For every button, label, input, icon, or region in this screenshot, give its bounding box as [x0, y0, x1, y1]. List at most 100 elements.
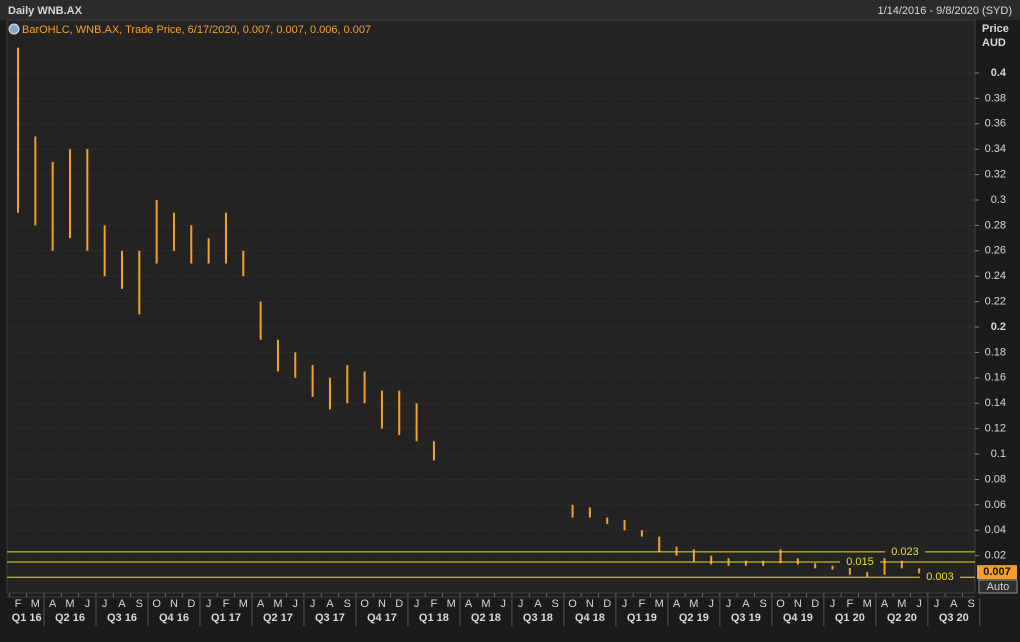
x-tick-label: F: [639, 598, 646, 610]
x-tick-label: A: [950, 598, 958, 610]
y-tick-label: 0.04: [985, 524, 1006, 536]
auto-button[interactable]: [978, 579, 1018, 594]
y-tick-label: 0.22: [985, 296, 1006, 308]
x-tick-label: D: [395, 598, 403, 610]
x-tick-label: J: [414, 598, 420, 610]
x-tick-label: F: [223, 598, 230, 610]
x-tick-label: J: [830, 598, 836, 610]
x-tick-label: J: [102, 598, 108, 610]
x-tick-label: J: [726, 598, 732, 610]
plot-area: [6, 19, 976, 594]
quarter-label: Q3 17: [315, 612, 345, 624]
y-tick-label: 0.36: [985, 118, 1006, 130]
x-tick-label: A: [326, 598, 334, 610]
y-tick-label: 0.3: [991, 194, 1006, 206]
x-tick-label: A: [534, 598, 542, 610]
x-tick-label: D: [811, 598, 819, 610]
x-tick-label: A: [673, 598, 681, 610]
x-tick-label: J: [916, 598, 922, 610]
x-tick-label: J: [518, 598, 524, 610]
quarter-label: Q1 20: [835, 612, 865, 624]
x-tick-label: A: [742, 598, 750, 610]
y-tick-label: 0.08: [985, 473, 1006, 485]
x-tick-label: O: [776, 598, 785, 610]
x-tick-label: J: [622, 598, 628, 610]
x-tick-label: O: [568, 598, 577, 610]
x-tick-label: J: [206, 598, 212, 610]
y-tick-label: 0.28: [985, 219, 1006, 231]
header-range: 1/14/2016 - 9/8/2020 (SYD): [877, 5, 1012, 17]
y-tick-label: 0.16: [985, 372, 1006, 384]
last-price-box: [977, 565, 1017, 580]
quarter-label: Q4 19: [783, 612, 813, 624]
y-tick-label: 0.34: [985, 143, 1006, 155]
x-tick-label: O: [152, 598, 161, 610]
y-tick-label: 0.14: [985, 397, 1006, 409]
x-tick-label: M: [655, 598, 664, 610]
x-tick-label: S: [344, 598, 351, 610]
header-bar: [0, 0, 1020, 20]
header-title: Daily WNB.AX: [8, 5, 83, 17]
x-tick-label: M: [65, 598, 74, 610]
x-tick-label: S: [760, 598, 767, 610]
quarter-label: Q2 19: [679, 612, 709, 624]
x-tick-label: D: [603, 598, 611, 610]
y-tick-label: 0.12: [985, 423, 1006, 435]
quarter-label: Q1 16: [12, 612, 42, 624]
x-tick-label: M: [273, 598, 282, 610]
x-tick-label: J: [500, 598, 506, 610]
x-tick-label: M: [239, 598, 248, 610]
x-tick-label: J: [85, 598, 91, 610]
x-tick-label: F: [431, 598, 438, 610]
legend-icon[interactable]: [8, 23, 20, 35]
x-tick-label: O: [360, 598, 369, 610]
y-label: Price: [982, 23, 1009, 35]
x-tick-label: M: [897, 598, 906, 610]
quarter-label: Q2 20: [887, 612, 917, 624]
quarter-label: Q3 18: [523, 612, 553, 624]
last-price-label: 0.007: [983, 566, 1011, 578]
x-tick-label: J: [310, 598, 316, 610]
quarter-label: Q3 16: [107, 612, 137, 624]
quarter-label: Q1 19: [627, 612, 657, 624]
quarter-label: Q4 17: [367, 612, 397, 624]
horizontal-line-label: 0.003: [926, 571, 954, 583]
quarter-label: Q2 18: [471, 612, 501, 624]
quarter-label: Q4 18: [575, 612, 605, 624]
x-tick-label: S: [552, 598, 559, 610]
horizontal-line-label-bg: [920, 571, 960, 584]
x-tick-label: A: [49, 598, 57, 610]
x-tick-label: N: [378, 598, 386, 610]
x-tick-label: J: [934, 598, 940, 610]
y-tick-label: 0.26: [985, 245, 1006, 257]
x-tick-label: S: [136, 598, 143, 610]
y-tick-label: 0.38: [985, 92, 1006, 104]
x-tick-label: S: [967, 598, 974, 610]
x-tick-label: A: [257, 598, 265, 610]
x-tick-label: M: [689, 598, 698, 610]
y-tick-label: 0.02: [985, 550, 1006, 562]
y-tick-label: 0.2: [991, 321, 1006, 333]
horizontal-line-label-bg: [885, 545, 925, 558]
y-tick-label: 0.24: [985, 270, 1006, 282]
quarter-label: Q1 17: [211, 612, 241, 624]
x-tick-label: A: [881, 598, 889, 610]
y-tick-label: 0.32: [985, 168, 1006, 180]
auto-button-label[interactable]: Auto: [987, 581, 1010, 593]
x-tick-label: A: [118, 598, 126, 610]
y-tick-label: 0.06: [985, 499, 1006, 511]
x-tick-label: N: [794, 598, 802, 610]
x-tick-label: M: [863, 598, 872, 610]
x-tick-label: J: [293, 598, 299, 610]
x-tick-label: A: [465, 598, 473, 610]
x-tick-label: F: [15, 598, 22, 610]
x-tick-label: F: [846, 598, 853, 610]
y-tick-label: 0.1: [991, 448, 1006, 460]
quarter-label: Q2 17: [263, 612, 293, 624]
x-tick-label: N: [170, 598, 178, 610]
quarter-label: Q3 20: [939, 612, 969, 624]
quarter-label: Q4 16: [159, 612, 189, 624]
quarter-label: Q2 16: [55, 612, 85, 624]
quarter-label: Q3 19: [731, 612, 761, 624]
